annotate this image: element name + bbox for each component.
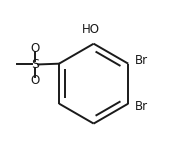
Text: Br: Br [135, 54, 148, 67]
Text: S: S [31, 58, 39, 71]
Text: O: O [31, 74, 40, 87]
Text: O: O [31, 42, 40, 55]
Text: Br: Br [135, 100, 148, 113]
Text: HO: HO [82, 23, 100, 36]
